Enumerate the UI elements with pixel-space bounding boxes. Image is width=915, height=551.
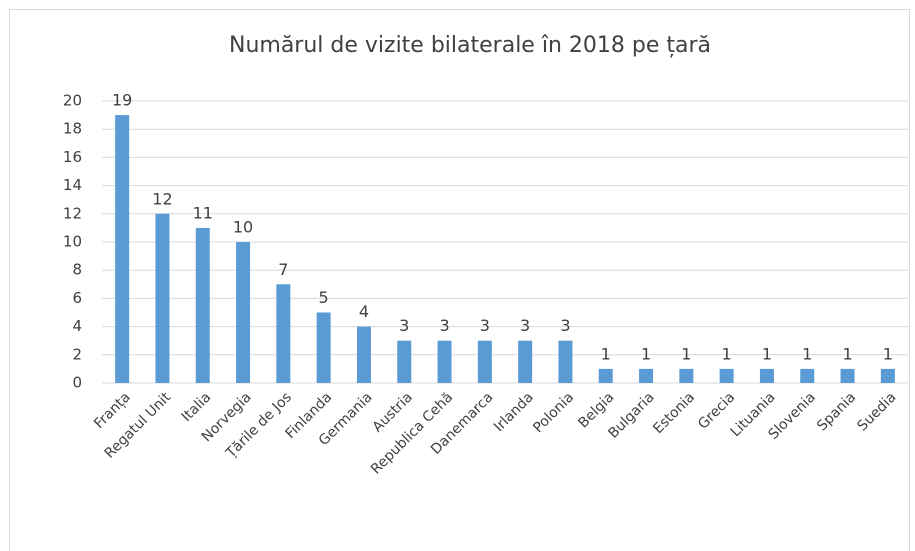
data-label: 1 xyxy=(601,344,611,363)
data-label: 3 xyxy=(560,316,570,335)
bar xyxy=(437,340,452,383)
bar xyxy=(598,368,613,383)
bar xyxy=(558,340,573,383)
bar xyxy=(276,284,291,383)
data-label: 5 xyxy=(319,288,329,307)
bar xyxy=(800,368,815,383)
y-tick-label: 18 xyxy=(63,120,82,138)
bar xyxy=(195,227,210,383)
bar xyxy=(518,340,533,383)
data-label: 3 xyxy=(399,316,409,335)
bar xyxy=(759,368,774,383)
y-tick-label: 20 xyxy=(63,92,82,110)
data-label: 1 xyxy=(641,344,651,363)
bar xyxy=(236,242,251,383)
y-tick-label: 0 xyxy=(72,374,82,392)
bar xyxy=(719,368,734,383)
y-tick-label: 16 xyxy=(63,148,82,166)
bar xyxy=(880,368,895,383)
y-tick-label: 10 xyxy=(63,233,82,251)
data-label: 1 xyxy=(722,344,732,363)
data-label: 10 xyxy=(233,218,253,237)
data-label: 1 xyxy=(681,344,691,363)
bar xyxy=(477,340,492,383)
bar xyxy=(679,368,694,383)
bar xyxy=(840,368,855,383)
y-tick-label: 6 xyxy=(72,289,82,307)
data-label: 19 xyxy=(112,91,132,110)
bar xyxy=(397,340,412,383)
data-label: 1 xyxy=(762,344,772,363)
y-tick-label: 4 xyxy=(72,317,82,335)
chart-frame xyxy=(9,9,910,551)
data-label: 4 xyxy=(359,302,369,321)
data-label: 1 xyxy=(883,344,893,363)
bar xyxy=(115,115,130,383)
bar xyxy=(356,326,371,383)
data-label: 12 xyxy=(152,189,172,208)
y-tick-label: 8 xyxy=(72,261,82,279)
chart-title: Numărul de vizite bilaterale în 2018 pe … xyxy=(229,33,711,58)
data-label: 7 xyxy=(278,260,288,279)
bar xyxy=(316,312,331,383)
bar xyxy=(155,213,170,383)
data-label: 1 xyxy=(802,344,812,363)
y-tick-label: 14 xyxy=(63,176,82,194)
y-tick-label: 2 xyxy=(72,345,82,363)
data-label: 1 xyxy=(842,344,852,363)
data-label: 3 xyxy=(520,316,530,335)
data-label: 3 xyxy=(439,316,449,335)
data-label: 11 xyxy=(193,203,213,222)
data-label: 3 xyxy=(480,316,490,335)
y-tick-label: 12 xyxy=(63,204,82,222)
bar xyxy=(639,368,654,383)
